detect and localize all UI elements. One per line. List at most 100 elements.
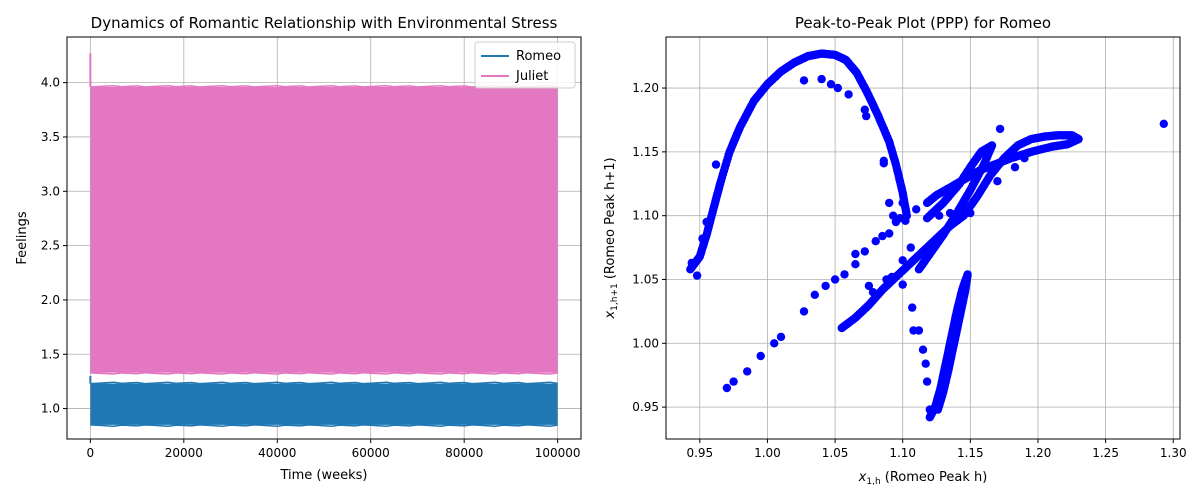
chart-title: Dynamics of Romantic Relationship with E… xyxy=(91,14,558,32)
scatter-point xyxy=(840,270,849,279)
scatter-point xyxy=(756,351,765,361)
scatter-point xyxy=(921,359,930,368)
scatter-point xyxy=(993,177,1002,186)
scatter-points xyxy=(686,49,1169,422)
scatter-point xyxy=(906,243,915,252)
scatter-point xyxy=(898,280,907,289)
y-tick-label: 1.00 xyxy=(632,336,659,350)
x-tick-label: 1.00 xyxy=(754,446,781,460)
y-tick-label: 1.05 xyxy=(632,272,659,286)
scatter-point xyxy=(799,76,809,85)
y-axis-label-rest: (Romeo Peak h+1) xyxy=(603,157,618,283)
scatter-point xyxy=(715,179,725,188)
scatter-point xyxy=(871,237,880,246)
y-tick-label: 1.0 xyxy=(41,402,60,416)
scatter-point xyxy=(810,290,819,299)
y-tick-label: 4.0 xyxy=(41,76,60,90)
scatter-point xyxy=(918,345,928,354)
x-tick-label: 1.30 xyxy=(1160,446,1187,460)
scatter-point xyxy=(799,307,809,316)
x-tick-label: 20000 xyxy=(165,446,203,460)
scatter-point xyxy=(878,231,887,241)
series-band-juliet xyxy=(90,86,558,373)
scatter-point xyxy=(830,275,840,284)
legend-entry-romeo: Romeo xyxy=(516,49,561,64)
x-axis-ticks: 0 20000 40000 60000 80000 100000 xyxy=(87,439,581,460)
x-axis-label-main: x xyxy=(858,470,867,485)
scatter-point xyxy=(770,339,779,348)
chart-title: Peak-to-Peak Plot (PPP) for Romeo xyxy=(795,14,1051,32)
x-axis-label: x1,h (Romeo Peak h) xyxy=(858,470,988,487)
time-series-chart: Dynamics of Romantic Relationship with E… xyxy=(15,14,582,483)
x-axis-ticks: 0.95 1.00 1.05 1.10 1.15 1.20 1.25 1.30 xyxy=(686,439,1187,460)
scatter-point xyxy=(1159,119,1169,128)
scatter-point xyxy=(995,124,1005,134)
x-tick-label: 0.95 xyxy=(686,446,713,460)
scatter-point xyxy=(898,256,907,265)
scatter-point xyxy=(912,205,921,214)
legend-entry-juliet: Juliet xyxy=(515,69,548,84)
peak-to-peak-chart: Peak-to-Peak Plot (PPP) for Romeo 0.95 1.… xyxy=(603,14,1187,487)
scatter-point xyxy=(885,229,894,238)
scatter-point xyxy=(817,74,826,84)
series-band-romeo xyxy=(90,383,558,425)
scatter-point xyxy=(862,111,871,121)
series-lower-envelope-juliet xyxy=(89,371,558,375)
scatter-point xyxy=(698,234,707,243)
scatter-point xyxy=(826,80,836,89)
x-axis-label-sub: 1,h xyxy=(866,477,880,487)
y-axis-ticks: 0.95 1.00 1.05 1.10 1.15 1.20 xyxy=(632,81,666,414)
scatter-point xyxy=(851,249,860,259)
scatter-point xyxy=(702,217,711,227)
x-tick-label: 80000 xyxy=(445,446,483,460)
plot-frame xyxy=(665,36,1181,440)
scatter-point xyxy=(901,216,910,225)
scatter-point xyxy=(966,208,975,218)
scatter-point xyxy=(908,303,917,312)
x-tick-label: 1.10 xyxy=(889,446,916,460)
grid xyxy=(666,37,1180,439)
x-tick-label: 100000 xyxy=(535,446,581,460)
scatter-point xyxy=(898,198,907,208)
y-tick-label: 1.20 xyxy=(632,81,659,95)
x-tick-label: 1.20 xyxy=(1025,446,1052,460)
scatter-point xyxy=(743,367,752,376)
y-tick-label: 3.0 xyxy=(41,184,60,198)
x-tick-label: 40000 xyxy=(258,446,296,460)
x-tick-label: 1.25 xyxy=(1092,446,1119,460)
y-tick-label: 1.5 xyxy=(41,347,60,361)
scatter-point xyxy=(956,211,966,220)
scatter-point xyxy=(776,332,786,342)
scatter-point xyxy=(921,252,930,261)
scatter-point xyxy=(860,105,869,114)
scatter-point xyxy=(885,198,894,208)
scatter-point-hook xyxy=(922,214,932,223)
scatter-point xyxy=(844,90,853,99)
scatter-point xyxy=(914,326,924,335)
scatter-point xyxy=(687,258,696,268)
scatter-point xyxy=(692,271,702,280)
scatter-point xyxy=(879,159,888,168)
scatter-point xyxy=(864,281,874,291)
scatter-point xyxy=(945,208,955,218)
x-tick-label: 1.15 xyxy=(957,446,984,460)
scatter-point xyxy=(868,288,878,297)
x-tick-label: 0 xyxy=(87,446,95,460)
y-axis-label-main: x xyxy=(603,311,618,320)
scatter-point xyxy=(851,260,860,269)
x-tick-label: 60000 xyxy=(352,446,390,460)
y-tick-label: 2.5 xyxy=(41,239,60,253)
scatter-point-spike xyxy=(933,405,943,414)
series-upper-envelope-romeo xyxy=(90,381,558,385)
y-axis-label: Feelings xyxy=(15,211,30,264)
y-axis-label-sub: 1,h+1 xyxy=(610,283,620,311)
y-axis-ticks: 1.0 1.5 2.0 2.5 3.0 3.5 4.0 xyxy=(41,76,67,416)
series-bands xyxy=(89,53,558,427)
y-tick-label: 1.10 xyxy=(632,209,659,223)
legend: Romeo Juliet xyxy=(474,41,576,89)
scatter-point xyxy=(1020,154,1029,163)
x-axis-label: Time (weeks) xyxy=(279,468,367,483)
scatter-point xyxy=(821,281,830,291)
scatter-point-lower-arm xyxy=(922,198,932,208)
